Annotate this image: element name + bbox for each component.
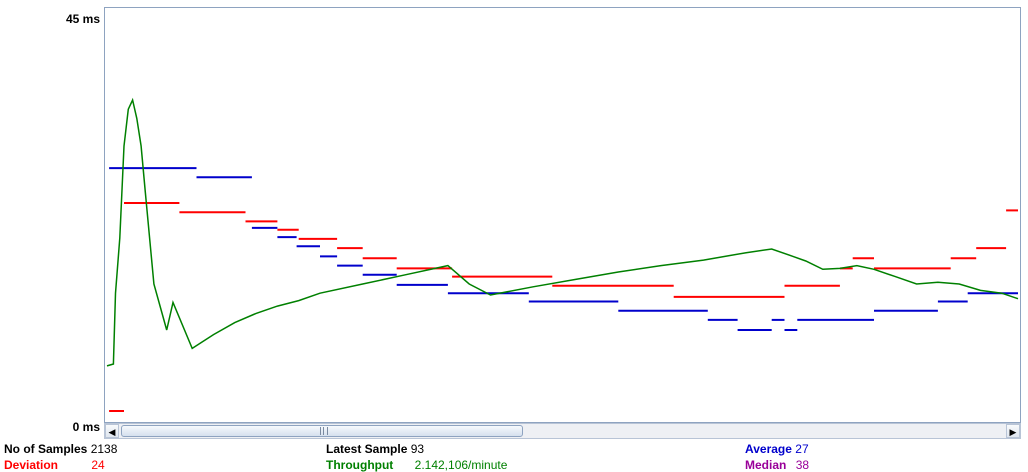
- stat-throughput-label: Throughput: [326, 458, 394, 472]
- series-average: [109, 167, 1018, 331]
- stat-latest-value: 93: [410, 442, 425, 456]
- stat-average-value: 27: [795, 442, 809, 456]
- stat-average-label: Average: [745, 442, 792, 456]
- stat-throughput: Throughput 2.142,106/minute: [326, 458, 507, 472]
- graph-svg: [106, 97, 1019, 412]
- y-axis-max-label: 45 ms: [65, 12, 100, 26]
- stat-average: Average 27: [745, 442, 809, 456]
- stat-deviation-label: Deviation: [4, 458, 59, 472]
- stat-deviation: Deviation 24: [4, 458, 105, 472]
- stat-samples-value: 2138: [90, 442, 118, 456]
- y-axis-min-label: 0 ms: [72, 420, 100, 434]
- stat-samples-label: No of Samples: [4, 442, 88, 456]
- stat-throughput-value: 2.142,106/minute: [414, 458, 508, 472]
- stat-latest-label: Latest Sample: [326, 442, 408, 456]
- scroll-thumb[interactable]: [121, 425, 523, 437]
- stat-samples: No of Samples 2138: [4, 442, 117, 456]
- scroll-left-icon[interactable]: ◀: [105, 424, 119, 438]
- horizontal-scrollbar[interactable]: ◀ ▶: [104, 423, 1021, 439]
- series-deviation: [109, 202, 1018, 412]
- line-throughput: [106, 97, 1019, 367]
- stat-deviation-value: 24: [91, 458, 105, 472]
- stat-median-label: Median: [745, 458, 787, 472]
- scroll-right-icon[interactable]: ▶: [1006, 424, 1020, 438]
- stat-median-value: 38: [795, 458, 810, 472]
- stat-latest: Latest Sample 93: [326, 442, 424, 456]
- stat-median: Median 38: [745, 458, 809, 472]
- grip-icon: [320, 427, 328, 435]
- graph-plot-area: [104, 7, 1021, 423]
- series-throughput: [106, 97, 1019, 367]
